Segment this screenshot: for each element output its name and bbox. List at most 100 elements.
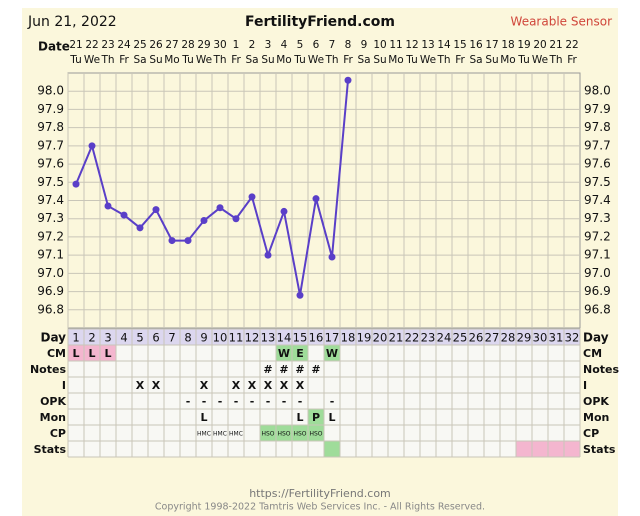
temperature-point [88,142,96,150]
cell-text: # [311,363,320,376]
cycle-day: 16 [309,331,324,345]
y-tick-label-right: 97.3 [584,211,611,225]
weekday: We [420,54,436,66]
temperature-point [136,224,144,232]
day-label: Day [40,331,66,345]
cell-text: # [263,363,272,376]
weekday: Tu [517,54,529,66]
y-tick-label-right: 97.7 [584,138,611,152]
date-number: 19 [517,39,530,51]
cycle-day: 25 [453,331,468,345]
row-label-right: Stats [583,443,616,456]
date-number: 14 [437,39,451,51]
weekday: Th [100,54,114,66]
temperature-point [232,215,240,223]
cell-highlight [308,425,324,441]
weekday: Fr [231,54,241,66]
cell-text: X [152,379,161,392]
row-label-right: Notes [583,363,619,376]
row-label: CM [47,347,66,360]
date-number: 22 [85,39,98,51]
date-number: 28 [181,39,194,51]
row-label: OPK [40,395,66,408]
cell-highlight [276,345,292,361]
cycle-day: 19 [357,331,372,345]
cell-text: HMC [229,431,243,438]
day-label-right: Day [583,331,609,345]
cell-highlight [292,425,308,441]
cycle-day: 3 [104,331,111,345]
row-label: Stats [34,443,67,456]
weekday: Tu [181,54,193,66]
cycle-day: 29 [517,331,532,345]
weekday: Fr [343,54,353,66]
cycle-day: 21 [389,331,404,345]
weekday: Fr [455,54,465,66]
cell-text: HSO [277,431,290,438]
temperature-point [344,76,352,84]
cycle-day: 32 [565,331,580,345]
cycle-day: 18 [341,331,356,345]
cell-text: - [266,395,271,408]
weekday: Th [548,54,562,66]
cell-text: - [282,395,287,408]
date-number: 3 [265,39,272,51]
date-number: 22 [565,39,578,51]
cell-text: X [264,379,273,392]
weekday: We [84,54,100,66]
date-number: 24 [117,39,131,51]
row-label-right: I [583,379,587,392]
cycle-day: 30 [533,331,548,345]
cell-text: - [250,395,255,408]
y-tick-label-right: 97.8 [584,120,611,134]
cell-text: L [72,347,79,360]
cell-highlight [516,441,532,457]
row-label: Mon [40,411,66,424]
y-tick-label-right: 97.2 [584,229,611,243]
date-number: 12 [405,39,418,51]
cycle-day: 8 [184,331,191,345]
weekday: We [532,54,548,66]
y-tick-label: 97.1 [37,248,64,262]
y-tick-label-right: 98.0 [584,84,611,98]
weekday: We [308,54,324,66]
weekday: Su [373,54,386,66]
row-label: I [62,379,66,392]
cycle-day: 9 [200,331,207,345]
row-label: CP [50,427,66,440]
y-tick-label-right: 97.0 [584,266,611,280]
temperature-point [296,291,304,299]
weekday: Tu [69,54,81,66]
cell-text: X [248,379,257,392]
y-tick-label: 98.0 [37,84,64,98]
cycle-day: 4 [120,331,127,345]
temperature-point [104,202,112,210]
cell-highlight [564,441,580,457]
weekday: Su [261,54,274,66]
temperature-point [120,211,128,219]
cell-text: L [88,347,95,360]
cycle-day: 28 [501,331,516,345]
cell-text: # [295,363,304,376]
y-tick-label: 96.9 [37,284,64,298]
date-number: 16 [469,39,483,51]
cycle-day: 7 [168,331,175,345]
cycle-day: 6 [152,331,159,345]
y-tick-label: 97.6 [37,157,64,171]
y-tick-label-right: 97.1 [584,248,611,262]
y-tick-label: 97.5 [37,175,64,189]
temperature-point [152,206,160,214]
y-tick-label: 97.9 [37,102,64,116]
cycle-day: 5 [136,331,143,345]
y-tick-label-right: 97.6 [584,157,611,171]
date-number: 8 [345,39,352,51]
row-label-right: OPK [583,395,609,408]
cell-text: L [200,411,207,424]
weekday: Th [324,54,338,66]
row-label: Notes [30,363,66,376]
y-tick-label: 97.8 [37,120,64,134]
temperature-point [168,237,176,245]
cell-text: W [278,347,290,360]
date-number: 9 [361,39,368,51]
temperature-point [312,195,320,203]
